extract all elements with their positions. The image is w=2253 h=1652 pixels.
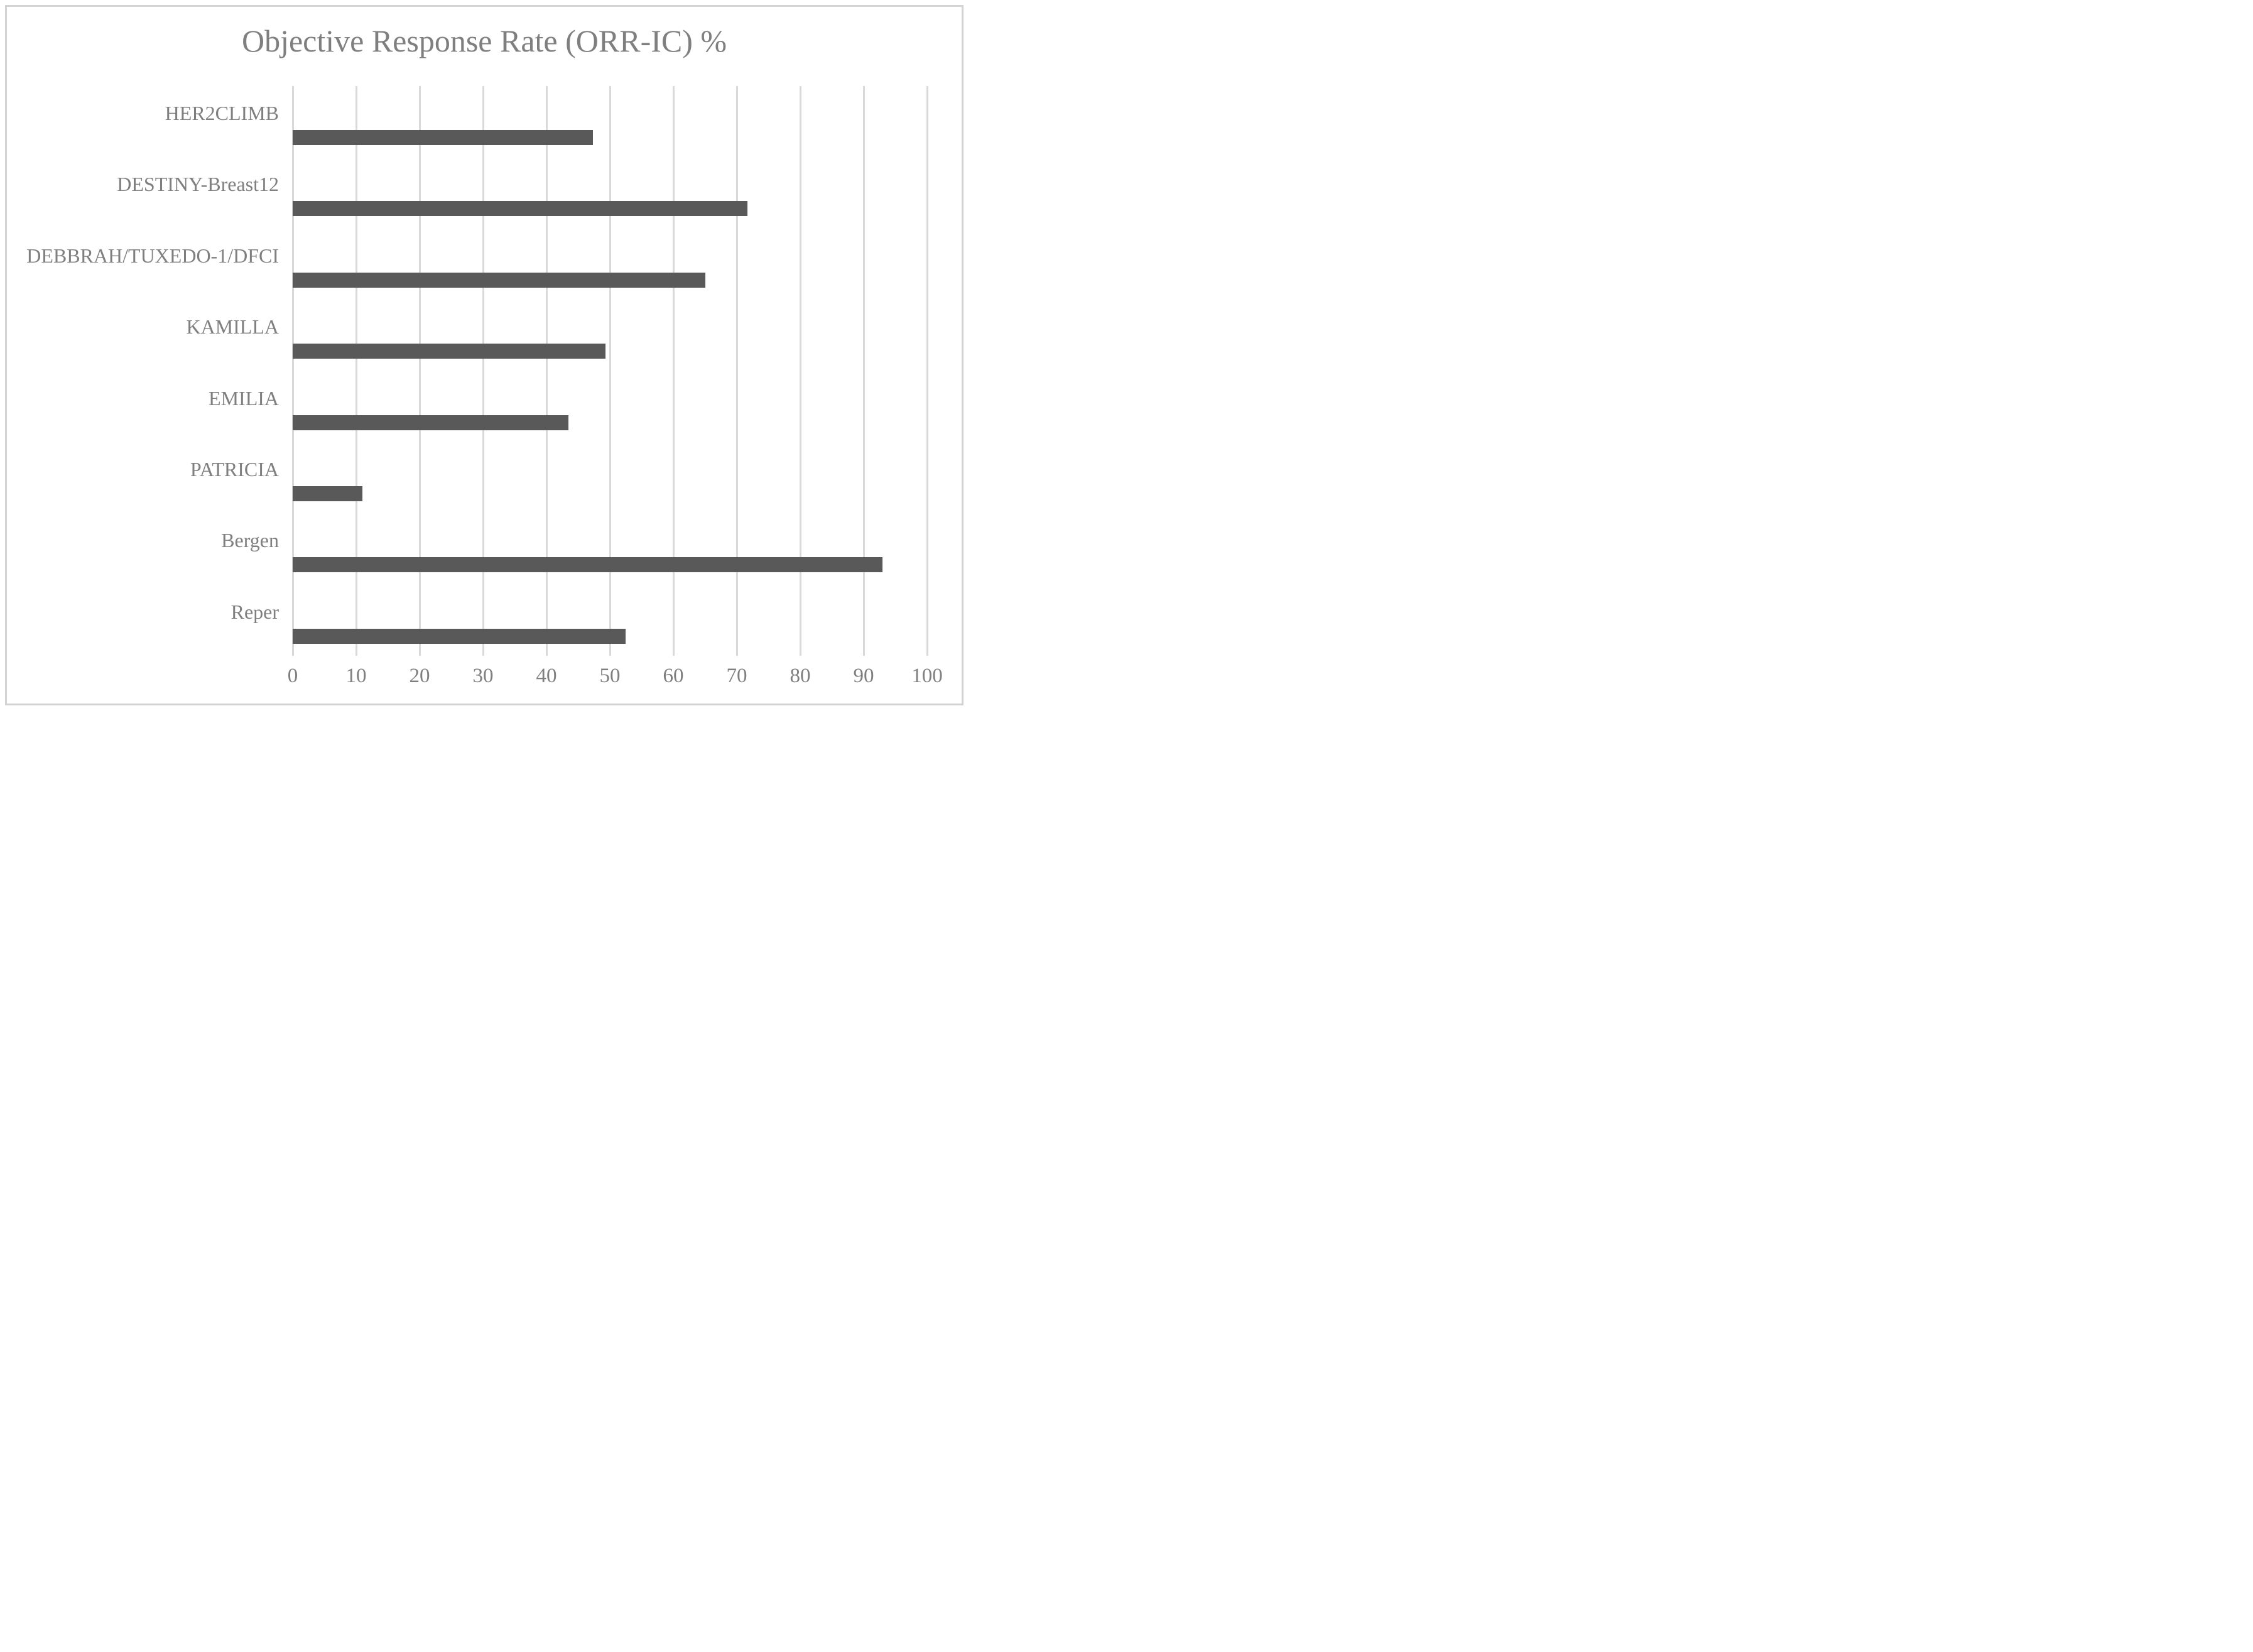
bar-KAMILLA (293, 344, 605, 359)
gridline-x-0 (292, 86, 294, 656)
bar-DESTINY-Breast12 (293, 201, 748, 217)
x-tick-label-0: 0 (287, 665, 298, 687)
category-label-PATRICIA: PATRICIA (190, 457, 279, 481)
x-tick-label-70: 70 (726, 665, 747, 687)
x-tick-label-10: 10 (345, 665, 367, 687)
x-tick-label-40: 40 (536, 665, 557, 687)
category-label-Reper: Reper (231, 600, 279, 623)
gridline-x-40 (546, 86, 548, 656)
gridline-x-80 (800, 86, 801, 656)
category-label-KAMILLA: KAMILLA (186, 315, 279, 339)
category-label-DESTINY-Breast12: DESTINY-Breast12 (117, 173, 279, 196)
bar-EMILIA (293, 415, 569, 430)
chart-title: Objective Response Rate (ORR-IC) % (241, 23, 727, 58)
x-tick-label-80: 80 (790, 665, 811, 687)
category-label-EMILIA: EMILIA (209, 386, 279, 410)
chart-canvas: Objective Response Rate (ORR-IC) % HER2C… (0, 0, 969, 710)
gridline-x-60 (673, 86, 675, 656)
gridline-x-30 (482, 86, 484, 656)
x-tick-label-20: 20 (409, 665, 430, 687)
x-tick-label-30: 30 (472, 665, 494, 687)
bar-HER2CLIMB (293, 130, 593, 145)
x-tick-label-50: 50 (599, 665, 621, 687)
category-label-DEBBRAH/TUXEDO-1/DFCI: DEBBRAH/TUXEDO-1/DFCI (26, 244, 279, 267)
bar-DEBBRAH/TUXEDO-1/DFCI (293, 272, 705, 288)
bar-PATRICIA (293, 486, 363, 501)
gridline-x-50 (609, 86, 611, 656)
gridline-x-10 (356, 86, 357, 656)
bar-Reper (293, 628, 626, 644)
gridline-x-90 (863, 86, 865, 656)
x-tick-label-100: 100 (911, 665, 943, 687)
gridline-x-70 (736, 86, 738, 656)
gridline-x-100 (926, 86, 928, 656)
x-tick-label-90: 90 (853, 665, 874, 687)
bar-Bergen (293, 557, 883, 573)
x-tick-label-60: 60 (663, 665, 684, 687)
category-label-HER2CLIMB: HER2CLIMB (165, 102, 279, 124)
category-label-Bergen: Bergen (221, 529, 279, 552)
gridline-x-20 (419, 86, 421, 656)
plot-area (292, 86, 928, 656)
